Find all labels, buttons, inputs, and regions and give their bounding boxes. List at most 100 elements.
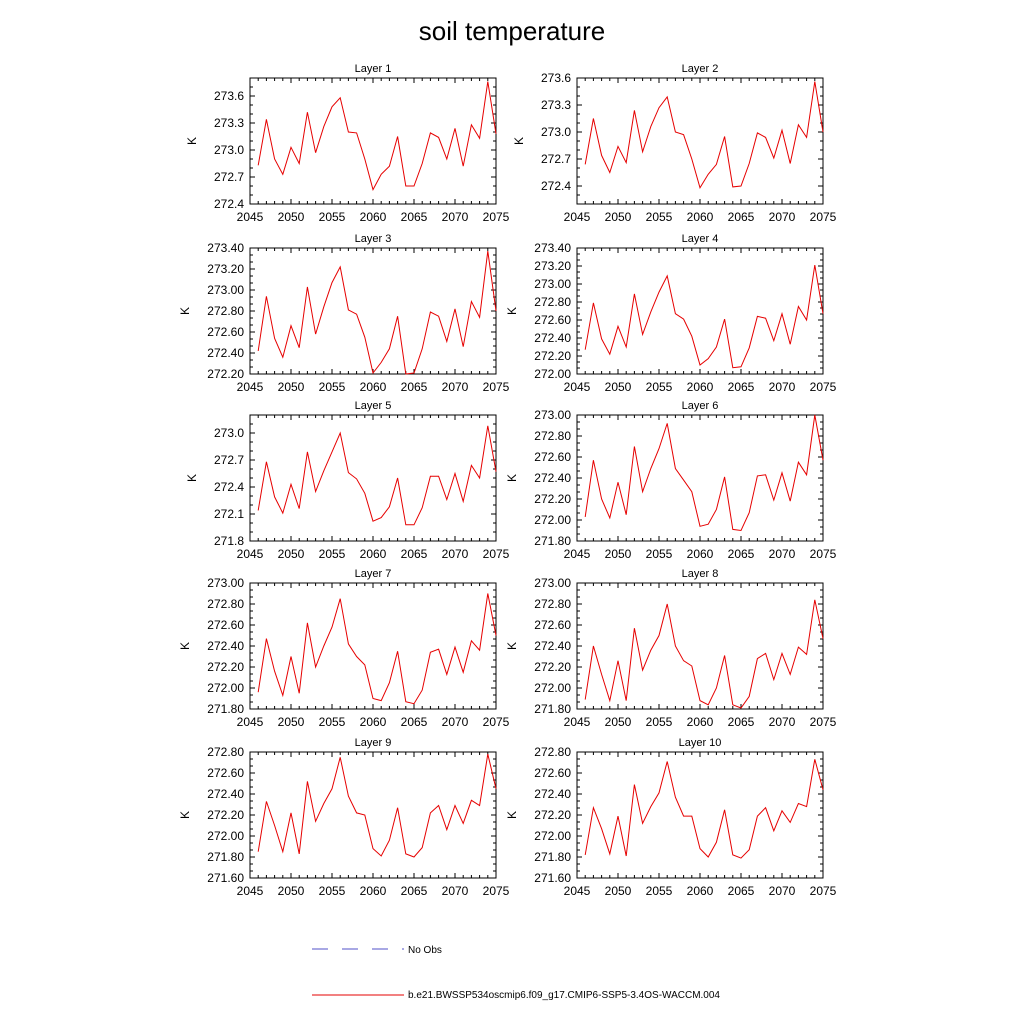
- x-tick-label: 2065: [728, 884, 755, 898]
- x-tick-label: 2065: [728, 547, 755, 561]
- y-tick-label: 273.40: [534, 241, 571, 255]
- y-tick-label: 272.20: [534, 660, 571, 674]
- x-tick-label: 2060: [687, 547, 714, 561]
- y-tick-label: 273.0: [214, 426, 244, 440]
- x-tick-label: 2075: [810, 380, 837, 394]
- y-axis-label: K: [505, 307, 519, 315]
- y-tick-label: 272.1: [214, 507, 244, 521]
- y-tick-label: 271.80: [534, 702, 571, 716]
- y-tick-label: 273.6: [541, 71, 571, 85]
- series-line-layer-4: [584, 265, 824, 369]
- y-tick-label: 272.60: [207, 618, 244, 632]
- panel-title: Layer 6: [682, 400, 719, 412]
- x-tick-label: 2070: [769, 715, 796, 729]
- y-tick-label: 272.00: [534, 367, 571, 381]
- x-tick-label: 2070: [442, 547, 469, 561]
- x-tick-label: 2070: [769, 547, 796, 561]
- x-tick-label: 2055: [646, 884, 673, 898]
- x-tick-label: 2045: [564, 884, 591, 898]
- panel-layer-6: Layer 6 2045 2050 2055 2060 2065 2070 2075 271.8…: [505, 400, 837, 561]
- series-line-layer-9: [257, 753, 497, 858]
- y-tick-label: 272.20: [207, 808, 244, 822]
- x-tick-label: 2060: [360, 210, 387, 224]
- panel-title: Layer 2: [682, 63, 719, 75]
- x-tick-label: 2050: [605, 884, 632, 898]
- y-tick-label: 273.20: [534, 259, 571, 273]
- x-tick-label: 2045: [564, 547, 591, 561]
- series-line-layer-3: [257, 251, 497, 375]
- y-tick-label: 272.80: [534, 745, 571, 759]
- x-tick-label: 2055: [319, 547, 346, 561]
- plot-frame: [576, 751, 824, 879]
- x-tick-label: 2075: [810, 547, 837, 561]
- x-tick-label: 2045: [564, 380, 591, 394]
- x-tick-label: 2060: [687, 210, 714, 224]
- y-tick-label: 271.80: [534, 534, 571, 548]
- x-tick-label: 2050: [278, 210, 305, 224]
- x-tick-label: 2065: [401, 547, 428, 561]
- y-tick-label: 272.00: [534, 681, 571, 695]
- x-tick-label: 2070: [769, 884, 796, 898]
- panel-layer-1: Layer 1 2045 2050 2055 2060 2065 2070 2075 272.4…: [185, 63, 510, 224]
- plot-frame: [249, 247, 497, 375]
- panel-title: Layer 9: [355, 737, 392, 749]
- x-tick-label: 2060: [687, 884, 714, 898]
- panel-layer-3: Layer 3 2045 2050 2055 2060 2065 2070 2075 272.2…: [178, 233, 510, 394]
- plot-frame: [576, 77, 824, 205]
- x-tick-label: 2070: [769, 380, 796, 394]
- x-tick-label: 2050: [605, 547, 632, 561]
- y-tick-label: 273.3: [541, 98, 571, 112]
- x-tick-label: 2075: [810, 210, 837, 224]
- y-tick-label: 273.6: [214, 89, 244, 103]
- y-tick-label: 272.00: [207, 829, 244, 843]
- x-tick-label: 2065: [728, 210, 755, 224]
- y-tick-label: 272.7: [214, 453, 244, 467]
- plot-frame: [576, 414, 824, 542]
- panel-layer-7: Layer 7 2045 2050 2055 2060 2065 2070 2075 271.8…: [178, 568, 510, 729]
- plot-frame: [576, 582, 824, 710]
- y-tick-label: 273.00: [534, 277, 571, 291]
- x-tick-label: 2060: [687, 380, 714, 394]
- y-axis-label: K: [505, 642, 519, 650]
- x-tick-label: 2060: [360, 380, 387, 394]
- x-tick-label: 2065: [401, 380, 428, 394]
- x-tick-label: 2075: [483, 210, 510, 224]
- panel-title: Layer 1: [355, 63, 392, 75]
- y-tick-label: 272.80: [207, 745, 244, 759]
- x-tick-label: 2050: [278, 715, 305, 729]
- y-axis-label: K: [178, 811, 192, 819]
- y-tick-label: 272.4: [214, 197, 244, 211]
- figure-title: soil temperature: [419, 16, 605, 46]
- y-tick-label: 272.80: [207, 304, 244, 318]
- x-tick-label: 2055: [646, 547, 673, 561]
- y-tick-label: 272.80: [534, 295, 571, 309]
- y-axis-label: K: [505, 811, 519, 819]
- panel-title: Layer 7: [355, 568, 392, 580]
- y-tick-label: 273.00: [534, 576, 571, 590]
- y-tick-label: 271.60: [207, 871, 244, 885]
- x-tick-label: 2065: [401, 715, 428, 729]
- series-line-layer-1: [257, 81, 497, 191]
- y-tick-label: 272.7: [214, 170, 244, 184]
- x-tick-label: 2075: [483, 715, 510, 729]
- x-tick-label: 2045: [237, 380, 264, 394]
- panel-layer-10: Layer 10 2045 2050 2055 2060 2065 2070 2075 271.…: [505, 737, 837, 898]
- y-tick-label: 273.40: [207, 241, 244, 255]
- panel-layer-8: Layer 8 2045 2050 2055 2060 2065 2070 2075 271.8…: [505, 568, 837, 729]
- panel-title: Layer 3: [355, 233, 392, 245]
- x-tick-label: 2050: [605, 210, 632, 224]
- legend: No Obs b.e21.BWSSP534oscmip6.f09_g17.CMI…: [312, 945, 720, 1001]
- y-tick-label: 272.60: [534, 766, 571, 780]
- x-tick-label: 2075: [483, 380, 510, 394]
- panel-title: Layer 8: [682, 568, 719, 580]
- y-tick-label: 272.40: [207, 787, 244, 801]
- y-axis-label: K: [178, 642, 192, 650]
- y-tick-label: 272.80: [534, 597, 571, 611]
- x-tick-label: 2050: [278, 884, 305, 898]
- x-tick-label: 2055: [646, 715, 673, 729]
- panel-title: Layer 4: [682, 233, 719, 245]
- y-tick-label: 272.40: [207, 639, 244, 653]
- x-tick-label: 2050: [278, 547, 305, 561]
- x-tick-label: 2045: [237, 884, 264, 898]
- panel-title: Layer 10: [679, 737, 722, 749]
